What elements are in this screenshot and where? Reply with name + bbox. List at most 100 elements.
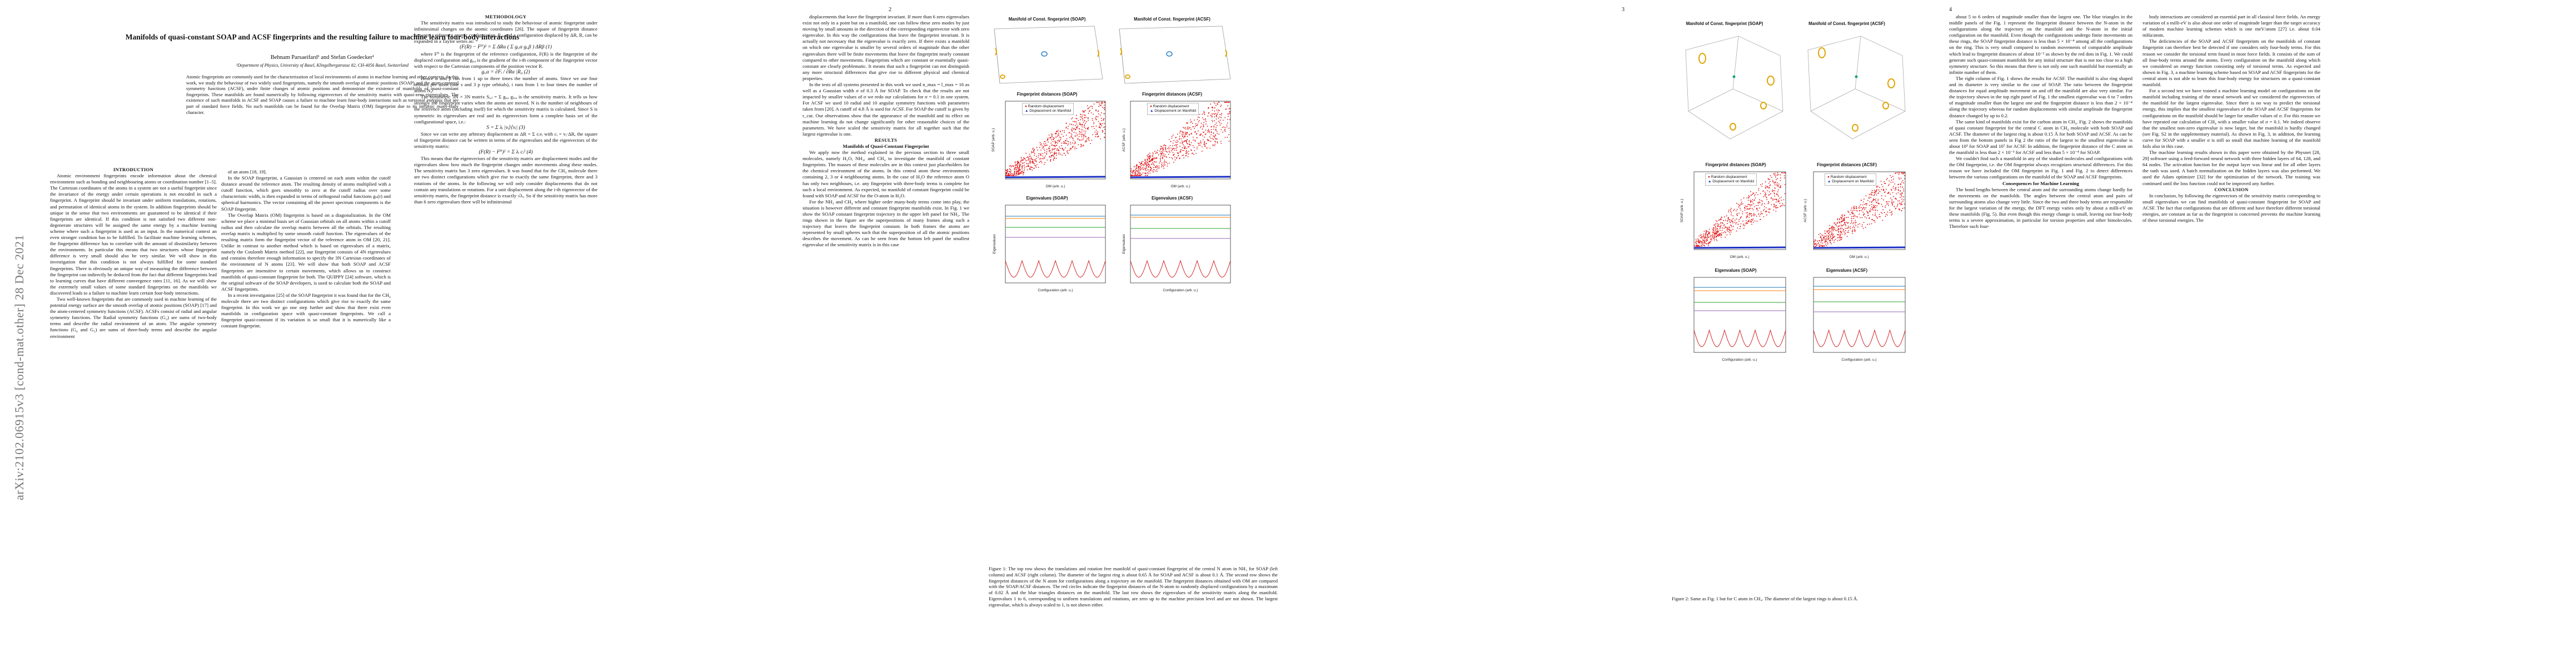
scatter-point bbox=[1155, 167, 1157, 168]
scatter-point bbox=[1058, 149, 1059, 151]
fig1-eig-acsf-axes bbox=[1130, 205, 1231, 283]
scatter-point bbox=[1147, 175, 1148, 176]
scatter-point bbox=[1150, 170, 1151, 171]
legend-random: Random displacement bbox=[1153, 104, 1189, 108]
scatter-point bbox=[1183, 127, 1184, 128]
scatter-point bbox=[1164, 160, 1165, 161]
scatter-point bbox=[1175, 145, 1177, 147]
scatter-point bbox=[1861, 224, 1863, 226]
scatter-point bbox=[1135, 169, 1137, 170]
scatter-point bbox=[1816, 245, 1818, 246]
scatter-point bbox=[1164, 150, 1166, 152]
scatter-point bbox=[1044, 145, 1046, 147]
scatter-point bbox=[1162, 149, 1164, 151]
scatter-point bbox=[1773, 192, 1775, 194]
scatter-point bbox=[1731, 214, 1732, 216]
scatter-point bbox=[1756, 205, 1757, 206]
scatter-point bbox=[1861, 217, 1863, 218]
scatter-point bbox=[1183, 135, 1185, 137]
scatter-point bbox=[1833, 240, 1835, 241]
scatter-point bbox=[1781, 205, 1782, 206]
scatter-point bbox=[1074, 136, 1076, 137]
scatter-point bbox=[1744, 225, 1746, 226]
scatter-point bbox=[1153, 171, 1154, 173]
scatter-point bbox=[1900, 186, 1901, 188]
scatter-point bbox=[1095, 117, 1097, 119]
scatter-point bbox=[1751, 195, 1752, 196]
scatter-point bbox=[1777, 195, 1778, 196]
scatter-point bbox=[1065, 127, 1067, 128]
scatter-point bbox=[1061, 142, 1062, 144]
scatter-point bbox=[1742, 203, 1743, 205]
scatter-point bbox=[1737, 215, 1738, 216]
scatter-point bbox=[1745, 205, 1746, 207]
scatter-point bbox=[1853, 206, 1855, 207]
scatter-point bbox=[1858, 207, 1859, 208]
scatter-point bbox=[1733, 210, 1735, 211]
scatter-point bbox=[1851, 220, 1852, 221]
scatter-point bbox=[1214, 143, 1215, 145]
scatter-point bbox=[1825, 240, 1826, 241]
scatter-point bbox=[1896, 206, 1898, 207]
scatter-point bbox=[1824, 230, 1826, 232]
scatter-point bbox=[1188, 127, 1190, 129]
scatter-point bbox=[1102, 132, 1103, 133]
scatter-point bbox=[1872, 209, 1874, 211]
scatter-point bbox=[1825, 238, 1826, 240]
scatter-point bbox=[1852, 212, 1854, 214]
scatter-point bbox=[1040, 150, 1042, 151]
scatter-point bbox=[1064, 142, 1065, 143]
scatter-point bbox=[1736, 218, 1737, 220]
scatter-point bbox=[1901, 192, 1903, 193]
scatter-point bbox=[1715, 230, 1716, 231]
scatter-point bbox=[1189, 134, 1190, 136]
scatter-point bbox=[1184, 140, 1185, 142]
scatter-point bbox=[1183, 146, 1185, 147]
scatter-point bbox=[1216, 125, 1218, 126]
scatter-point bbox=[1220, 114, 1222, 116]
scatter-point bbox=[1701, 237, 1702, 238]
scatter-point bbox=[1721, 230, 1723, 231]
legend-manifold: Displacement on Manifold bbox=[1832, 180, 1874, 183]
scatter-point bbox=[1219, 110, 1220, 111]
scatter-point bbox=[1867, 215, 1869, 216]
scatter-point bbox=[1228, 102, 1230, 103]
scatter-point bbox=[1172, 158, 1173, 160]
scatter-point bbox=[1752, 192, 1754, 194]
scatter-point bbox=[1733, 208, 1735, 210]
paper-authors: Behnam Parsaeifard¹ and Stefan Goedecker… bbox=[270, 54, 375, 61]
scatter-point bbox=[1057, 136, 1058, 137]
scatter-point bbox=[1766, 199, 1768, 200]
scatter-point bbox=[1010, 166, 1012, 167]
scatter-point bbox=[1155, 152, 1156, 154]
scatter-point bbox=[1215, 128, 1217, 130]
fig1-title-manifold-acsf: Manifold of Const. fingerprint (ACSF) bbox=[1134, 17, 1210, 22]
scatter-point bbox=[1746, 206, 1747, 207]
scatter-point bbox=[1730, 209, 1731, 211]
paragraph: The Overlap Matrix (OM) fingerprint is b… bbox=[221, 212, 391, 292]
scatter-point bbox=[1083, 134, 1085, 136]
scatter-point bbox=[1136, 175, 1138, 176]
scatter-point bbox=[1851, 212, 1853, 214]
scatter-point bbox=[1746, 197, 1748, 198]
scatter-point bbox=[1163, 162, 1165, 164]
scatter-point bbox=[1177, 153, 1179, 154]
scatter-point bbox=[1187, 126, 1189, 128]
scatter-point bbox=[1869, 217, 1870, 218]
fig2-soap-center-atom bbox=[1732, 75, 1736, 78]
scatter-point bbox=[1028, 163, 1029, 165]
scatter-point bbox=[1056, 150, 1058, 151]
page4-column-right: body interactions are considered an esse… bbox=[2142, 14, 2320, 223]
scatter-point bbox=[1173, 153, 1175, 155]
scatter-point bbox=[1063, 152, 1065, 154]
scatter-point bbox=[1018, 173, 1019, 175]
scatter-point bbox=[1204, 136, 1205, 138]
page-1: arXiv:2102.06915v3 [cond-mat.other] 28 D… bbox=[0, 0, 644, 667]
scatter-point bbox=[1070, 142, 1071, 143]
scatter-point bbox=[1748, 217, 1750, 218]
scatter-point bbox=[1172, 152, 1174, 153]
scatter-point bbox=[1694, 245, 1695, 247]
scatter-point bbox=[1822, 242, 1823, 244]
scatter-point bbox=[1832, 230, 1833, 232]
scatter-point bbox=[1753, 222, 1754, 223]
